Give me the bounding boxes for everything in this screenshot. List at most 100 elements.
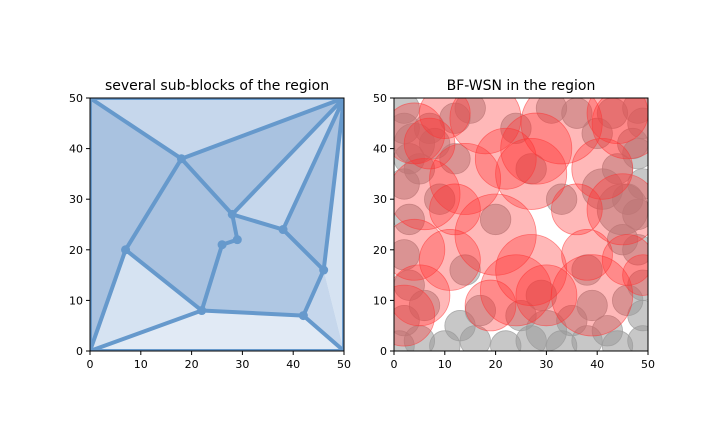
sub-block-region: [303, 270, 344, 351]
sub-blocks-y-tick-label: 20: [69, 244, 83, 257]
sensor-coverage-red: [591, 98, 648, 160]
axes-frame-sub-blocks: [89, 97, 345, 352]
subplot-sub-blocks: several sub-blocks of the region 0 10 20 30…: [69, 78, 351, 371]
bf-wsn-y-tick-label: 20: [373, 244, 387, 257]
sub-block-region: [90, 98, 182, 351]
sub-block-node: [176, 154, 186, 164]
sub-blocks-y-tick-label: 0: [76, 345, 83, 358]
sub-block-edge: [179, 156, 235, 217]
bf-wsn-y-tick-label: 30: [373, 193, 387, 206]
sensor-coverage-red: [551, 183, 603, 236]
sensor-coverage-red: [394, 264, 451, 327]
bf-wsn-x-tick-label: 50: [641, 358, 655, 371]
sub-block-node: [278, 225, 288, 235]
sub-block-node: [339, 98, 344, 103]
sub-block-edge: [281, 98, 344, 232]
sub-block-node: [121, 245, 131, 255]
bf-wsn-y-tick-label: 50: [373, 92, 387, 105]
sub-block-region: [323, 98, 344, 351]
sub-blocks-x-tick-label: 10: [134, 358, 148, 371]
sub-blocks-x-tick-label: 0: [87, 358, 94, 371]
sub-block-region: [283, 98, 344, 271]
bf-wsn-x-tick-label: 40: [590, 358, 604, 371]
sub-block-region: [125, 158, 238, 311]
chart-title-sub-blocks: several sub-blocks of the region: [105, 78, 329, 94]
sub-block-node: [90, 98, 95, 103]
sub-block-edge: [301, 313, 344, 351]
sensor-coverage-gray: [413, 112, 446, 145]
bf-wsn-y-tick-label: 10: [373, 294, 387, 307]
sensor-coverage-red: [394, 158, 461, 231]
sub-block-node: [227, 209, 237, 219]
sensor-coverage-red: [403, 117, 456, 170]
sub-block-region: [90, 310, 344, 351]
sensor-coverage-red: [586, 173, 648, 246]
sensor-coverage-red: [474, 127, 537, 190]
sub-block-edge: [123, 247, 204, 313]
sensor-coverage-red: [429, 183, 481, 236]
sub-block-edge: [230, 212, 286, 232]
sub-block-edge: [321, 98, 344, 273]
sub-block-node: [217, 240, 227, 250]
sub-block-node: [319, 265, 329, 275]
sensor-coverage-red: [571, 137, 634, 200]
sensor-coverage-gray: [596, 98, 629, 129]
sub-block-node: [339, 346, 344, 351]
sub-blocks-y-tick-label: 40: [69, 143, 83, 156]
sensor-coverage-gray: [546, 183, 578, 215]
sensor-coverage-gray: [408, 289, 441, 322]
sensor-coverage-red: [601, 234, 648, 286]
sub-blocks-x-tick-label: 50: [337, 358, 351, 371]
sensor-coverage-red: [495, 137, 568, 210]
sensor-coverage-red: [419, 98, 471, 139]
sensor-coverage-red: [586, 98, 648, 145]
bf-wsn-y-tick-label: 40: [373, 143, 387, 156]
sensor-coverage-gray: [561, 98, 593, 129]
sensor-coverage-red: [495, 234, 568, 307]
sub-blocks-x-tick-label: 40: [286, 358, 300, 371]
sub-block-edge: [123, 156, 184, 252]
sub-block-edge: [230, 98, 344, 217]
bf-wsn-y-tick-label: 0: [380, 345, 387, 358]
sensor-coverage-gray: [576, 289, 608, 322]
sensor-coverage-red: [394, 218, 446, 281]
sub-block-edge: [179, 98, 344, 161]
bf-wsn-x-tick-label: 10: [438, 358, 452, 371]
sub-block-node: [197, 306, 207, 316]
sensor-coverage-red: [394, 284, 436, 347]
plot-area-sub-blocks: [90, 98, 344, 351]
sub-block-region: [181, 98, 344, 215]
sub-block-edge: [301, 268, 326, 318]
axis-ticks-sub-blocks: 0 10 20 30 40 50 0 10 20 30 40 50: [69, 92, 351, 371]
sub-block-node: [90, 346, 95, 351]
bf-wsn-x-tick-label: 20: [489, 358, 503, 371]
sub-block-region: [232, 98, 344, 230]
sub-block-node: [232, 235, 242, 245]
axes-frame-bf-wsn: [393, 97, 649, 352]
sub-block-edge: [90, 308, 204, 351]
sub-blocks-y-tick-label: 10: [69, 294, 83, 307]
chart-title-bf-wsn: BF-WSN in the region: [447, 78, 596, 94]
sub-block-edge: [90, 98, 184, 161]
bf-wsn-x-tick-label: 0: [391, 358, 398, 371]
sensor-coverage-red: [520, 98, 603, 165]
sensor-coverage-red: [515, 264, 578, 327]
sensor-coverage-gray: [394, 98, 420, 124]
bf-wsn-x-tick-label: 30: [539, 358, 553, 371]
sensor-coverage-gray: [479, 203, 512, 236]
sub-blocks-y-tick-label: 30: [69, 193, 83, 206]
plot-area-bf-wsn: [394, 98, 648, 351]
sensor-coverage-gray: [525, 310, 568, 351]
sub-blocks-x-tick-label: 30: [235, 358, 249, 371]
sub-block-node: [298, 311, 308, 321]
sensor-coverage-red: [551, 254, 634, 337]
sensor-coverage-red: [622, 254, 648, 296]
sensor-coverage-gray: [449, 254, 481, 286]
subplot-bf-wsn: BF-WSN in the region 0 10 20 30 40 50 0 10 20 30 4…: [373, 78, 655, 371]
axis-ticks-bf-wsn: 0 10 20 30 40 50 0 10 20 30 40 50: [373, 92, 655, 371]
sensor-coverage-gray: [591, 315, 623, 347]
sub-block-edge: [90, 247, 128, 351]
sub-block-edge: [199, 308, 306, 318]
sub-block-edge: [199, 242, 225, 313]
